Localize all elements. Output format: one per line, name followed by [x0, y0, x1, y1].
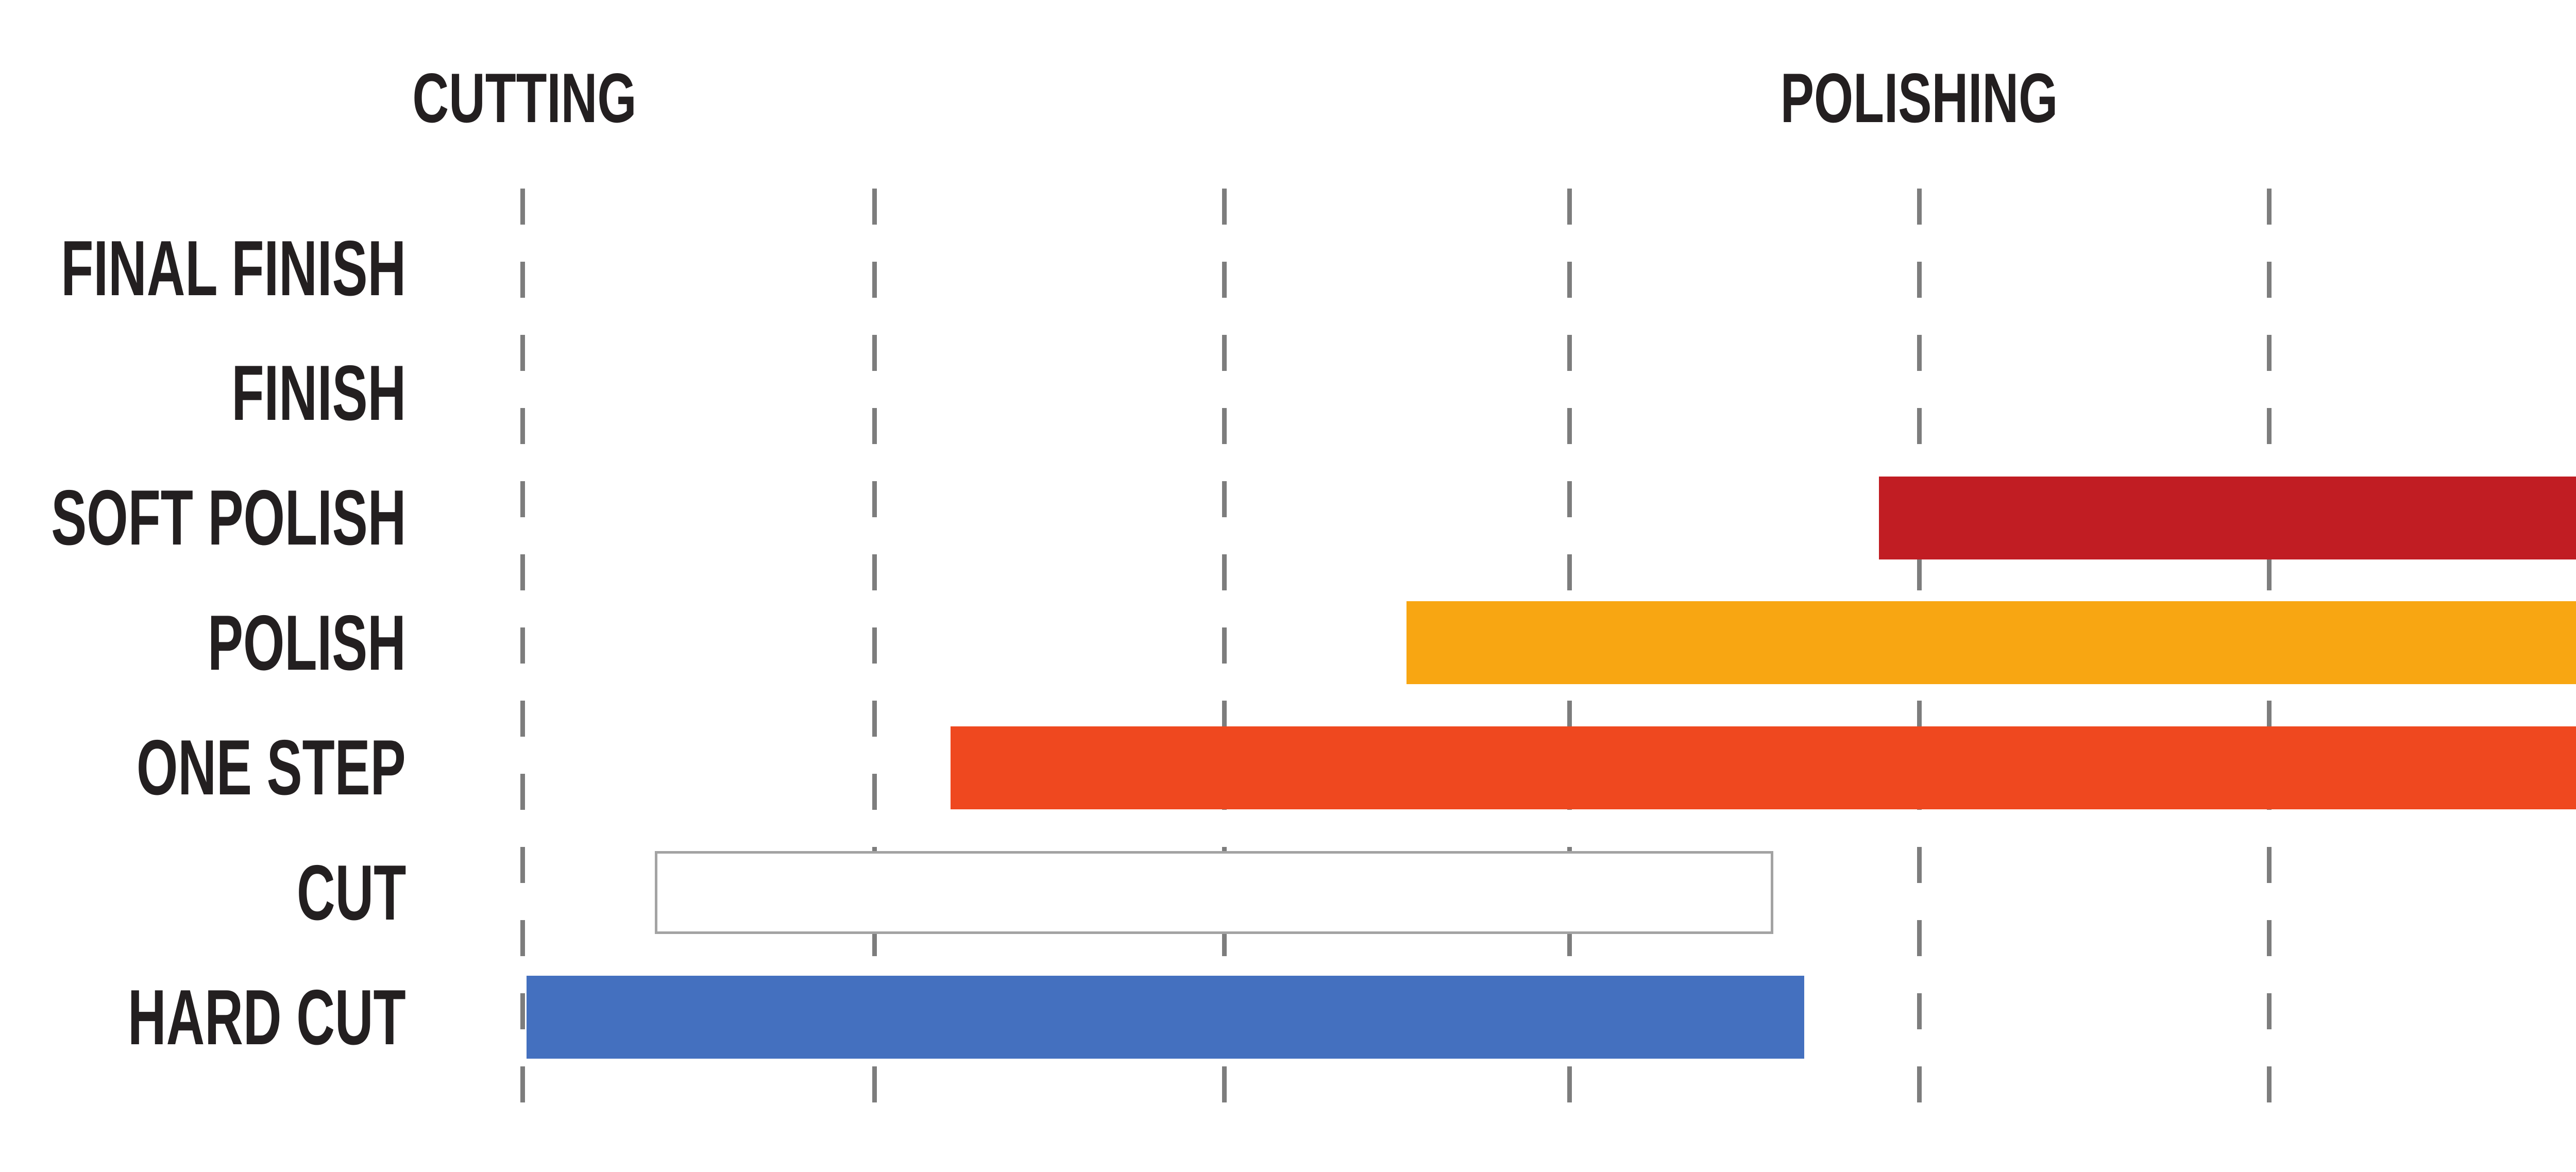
range-bar-soft-polish	[1879, 476, 2576, 559]
row-label-box: HARD CUT	[0, 976, 406, 1059]
range-bar-hard-cut	[527, 976, 1804, 1059]
row-label-final-finish: FINAL FINISH	[61, 224, 406, 312]
phase-header-polishing: POLISHING	[1780, 59, 2058, 137]
row-label-hard-cut: HARD CUT	[128, 973, 406, 1061]
row-label-box: POLISH	[0, 601, 406, 684]
row-label-polish: POLISH	[208, 599, 406, 687]
row-label-box: SOFT POLISH	[0, 477, 406, 559]
range-bar-one-step	[951, 726, 2576, 809]
phase-header-cutting: CUTTING	[412, 59, 637, 137]
row-label-finish: FINISH	[231, 349, 406, 437]
row-label-box: CUT	[0, 851, 406, 934]
row-label-one-step: ONE STEP	[137, 724, 406, 812]
row-label-soft-polish: SOFT POLISH	[50, 474, 406, 562]
row-label-box: ONE STEP	[0, 726, 406, 809]
row-label-box: FINAL FINISH	[0, 227, 406, 310]
range-bar-cut	[655, 851, 1773, 934]
row-label-box: FINISH	[0, 351, 406, 434]
dashed-gridline	[1222, 189, 1227, 1105]
dashed-gridline	[872, 189, 877, 1105]
row-label-cut: CUT	[296, 848, 406, 937]
range-bar-polish	[1406, 601, 2576, 685]
dashed-gridline	[520, 189, 525, 1105]
